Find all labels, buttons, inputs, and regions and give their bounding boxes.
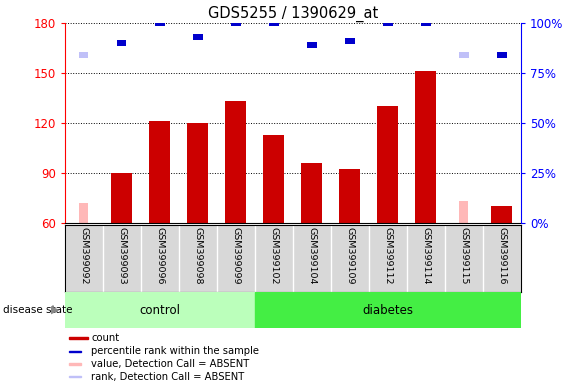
Bar — [345, 38, 355, 44]
Bar — [69, 363, 81, 364]
Text: GSM399109: GSM399109 — [345, 227, 354, 284]
Bar — [254, 292, 521, 328]
Bar — [491, 206, 512, 223]
Bar — [69, 338, 87, 339]
Bar — [383, 20, 392, 26]
Text: GSM399098: GSM399098 — [193, 227, 202, 284]
Bar — [339, 169, 360, 223]
Bar — [79, 203, 88, 223]
Text: diabetes: diabetes — [362, 304, 413, 316]
Text: GSM399114: GSM399114 — [421, 227, 430, 284]
Bar — [497, 52, 507, 58]
Text: GSM399102: GSM399102 — [269, 227, 278, 284]
Bar — [69, 376, 81, 377]
Bar — [193, 34, 203, 40]
Text: control: control — [139, 304, 180, 316]
Text: percentile rank within the sample: percentile rank within the sample — [91, 346, 260, 356]
Text: ▶: ▶ — [51, 305, 59, 315]
Bar — [307, 42, 316, 48]
Text: count: count — [91, 333, 119, 343]
Bar — [459, 52, 468, 58]
Text: GSM399093: GSM399093 — [117, 227, 126, 284]
Bar — [187, 123, 208, 223]
Text: value, Detection Call = ABSENT: value, Detection Call = ABSENT — [91, 359, 249, 369]
Bar — [117, 40, 127, 46]
Bar — [269, 20, 279, 26]
Title: GDS5255 / 1390629_at: GDS5255 / 1390629_at — [208, 5, 378, 22]
Bar — [155, 20, 164, 26]
Bar — [301, 163, 322, 223]
Bar — [149, 121, 170, 223]
Bar — [421, 20, 431, 26]
Text: GSM399104: GSM399104 — [307, 227, 316, 284]
Bar — [377, 106, 398, 223]
Bar — [459, 201, 468, 223]
Bar — [263, 134, 284, 223]
Bar — [231, 20, 240, 26]
Bar — [79, 52, 88, 58]
Text: GSM399099: GSM399099 — [231, 227, 240, 284]
Text: disease state: disease state — [3, 305, 72, 315]
Text: GSM399112: GSM399112 — [383, 227, 392, 284]
Text: GSM399096: GSM399096 — [155, 227, 164, 284]
Bar — [69, 351, 81, 352]
Text: GSM399116: GSM399116 — [497, 227, 506, 284]
Bar — [65, 292, 254, 328]
Bar — [225, 101, 246, 223]
Bar — [415, 71, 436, 223]
Bar — [111, 173, 132, 223]
Text: GSM399115: GSM399115 — [459, 227, 468, 284]
Text: rank, Detection Call = ABSENT: rank, Detection Call = ABSENT — [91, 372, 245, 382]
Text: GSM399092: GSM399092 — [79, 227, 88, 284]
